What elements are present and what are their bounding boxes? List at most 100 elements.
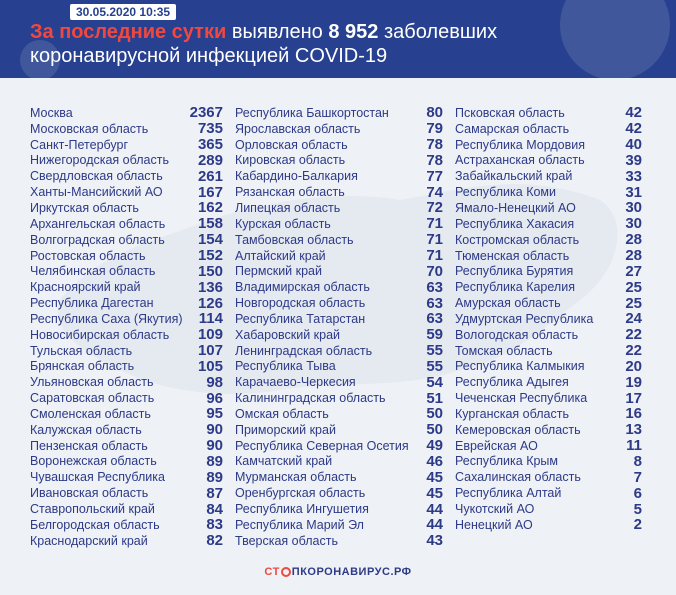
case-count: 289 <box>197 151 223 169</box>
region-name: Челябинская область <box>30 264 156 279</box>
region-name: Тульская область <box>30 343 133 358</box>
region-name: Ненецкий АО <box>455 517 533 532</box>
table-row: Ямало-Ненецкий АО 30 <box>455 199 642 216</box>
table-row: Пермский край 70 <box>235 263 443 280</box>
table-row: Республика Северная Осетия 49 <box>235 437 443 454</box>
stopcoronavirus-logo[interactable]: СТ ПКОРОНАВИРУС.РФ <box>264 566 411 578</box>
case-count: 82 <box>206 532 223 550</box>
case-count: 167 <box>197 183 223 201</box>
table-row: Воронежская область 89 <box>30 453 223 470</box>
case-count: 20 <box>625 357 642 375</box>
case-count: 54 <box>426 373 443 391</box>
region-name: Еврейская АО <box>455 438 538 453</box>
region-name: Самарская область <box>455 121 570 136</box>
region-name: Мурманская область <box>235 470 357 485</box>
region-name: Новосибирская область <box>30 327 170 342</box>
table-row: Республика Коми 31 <box>455 184 642 201</box>
case-count: 90 <box>206 421 223 439</box>
region-name: Иркутская область <box>30 200 139 215</box>
case-count: 261 <box>197 167 223 185</box>
case-count: 42 <box>625 104 642 122</box>
region-name: Удмуртская Республика <box>455 311 594 326</box>
region-name: Калининградская область <box>235 391 386 406</box>
table-row: Смоленская область 95 <box>30 405 223 422</box>
table-row: Красноярский край 136 <box>30 279 223 296</box>
case-count: 109 <box>197 326 223 344</box>
table-column-1: Москва 2367 Московская область 735 Санкт-Пет… <box>30 104 223 550</box>
virus-decoration-icon <box>20 40 60 78</box>
region-name: Кемеровская область <box>455 422 581 437</box>
region-name: Омская область <box>235 406 329 421</box>
case-count: 22 <box>625 326 642 344</box>
table-row: Еврейская АО 11 <box>455 437 642 454</box>
region-name: Вологодская область <box>455 327 579 342</box>
region-name: Волгоградская область <box>30 232 165 247</box>
region-name: Кировская область <box>235 153 346 168</box>
table-row: Удмуртская Республика 24 <box>455 310 642 328</box>
region-name: Республика Мордовия <box>455 137 585 152</box>
case-count: 43 <box>426 532 443 550</box>
region-name: Республика Крым <box>455 454 559 469</box>
case-count: 71 <box>426 231 443 249</box>
table-row: Орловская область 78 <box>235 136 443 154</box>
table-row: Чеченская Республика 17 <box>455 390 642 407</box>
table-row: Архангельская область 158 <box>30 215 223 233</box>
case-count: 45 <box>426 468 443 486</box>
table-row: Брянская область 105 <box>30 358 223 375</box>
case-count: 25 <box>625 294 642 312</box>
region-name: Свердловская область <box>30 169 163 184</box>
case-count: 78 <box>426 136 443 154</box>
case-count: 55 <box>426 342 443 360</box>
region-name: Владимирская область <box>235 280 370 295</box>
region-name: Республика Коми <box>455 185 557 200</box>
case-count: 63 <box>426 294 443 312</box>
case-count: 16 <box>625 405 642 423</box>
region-name: Курганская область <box>455 406 569 421</box>
case-count: 158 <box>197 215 223 233</box>
case-count: 51 <box>426 389 443 407</box>
region-name: Белгородская область <box>30 517 160 532</box>
case-count: 150 <box>197 262 223 280</box>
case-count: 44 <box>426 500 443 518</box>
case-count: 126 <box>197 294 223 312</box>
case-count: 42 <box>625 120 642 138</box>
page-title: За последние сутки выявлено 8 952 заболе… <box>30 20 650 68</box>
region-name: Орловская область <box>235 137 348 152</box>
case-count: 40 <box>625 136 642 154</box>
case-count: 80 <box>426 104 443 122</box>
table-row: Кемеровская область 13 <box>455 421 642 438</box>
table-row: Кировская область 78 <box>235 152 443 169</box>
region-name: Республика Башкортостан <box>235 105 389 120</box>
table-row: Рязанская область 74 <box>235 184 443 201</box>
region-name: Карачаево-Черкесия <box>235 375 356 390</box>
table-row: Нижегородская область 289 <box>30 151 223 169</box>
case-count: 365 <box>197 136 223 154</box>
case-count: 83 <box>206 516 223 534</box>
region-name: Республика Ингушетия <box>235 502 369 517</box>
case-count: 87 <box>206 484 223 502</box>
case-count: 55 <box>426 357 443 375</box>
region-name: Ленинградская область <box>235 343 373 358</box>
case-count: 114 <box>198 310 223 328</box>
footer: СТ ПКОРОНАВИРУС.РФ <box>0 560 676 584</box>
case-count: 59 <box>426 326 443 344</box>
table-row: Ульяновская область 98 <box>30 374 223 391</box>
case-count: 6 <box>633 484 642 502</box>
table-row: Волгоградская область 154 <box>30 231 223 248</box>
table-row: Алтайский край 71 <box>235 247 443 264</box>
region-name: Тверская область <box>235 533 338 548</box>
region-name: Тамбовская область <box>235 232 354 247</box>
table-row: Республика Бурятия 27 <box>455 263 642 280</box>
case-count: 152 <box>197 247 223 265</box>
table-row: Камчатский край 46 <box>235 453 443 470</box>
case-count: 71 <box>426 215 443 233</box>
region-name: Кабардино-Балкария <box>235 169 358 184</box>
table-row: Приморский край 50 <box>235 421 443 438</box>
table-column-2: Республика Башкортостан 80 Ярославская обл… <box>235 104 443 550</box>
region-name: Республика Алтай <box>455 486 562 501</box>
case-count: 24 <box>625 310 642 328</box>
logo-prefix: СТ <box>264 566 280 578</box>
table-row: Ханты-Мансийский АО 167 <box>30 183 223 201</box>
table-row: Тамбовская область 71 <box>235 231 443 249</box>
case-count: 19 <box>625 373 642 391</box>
